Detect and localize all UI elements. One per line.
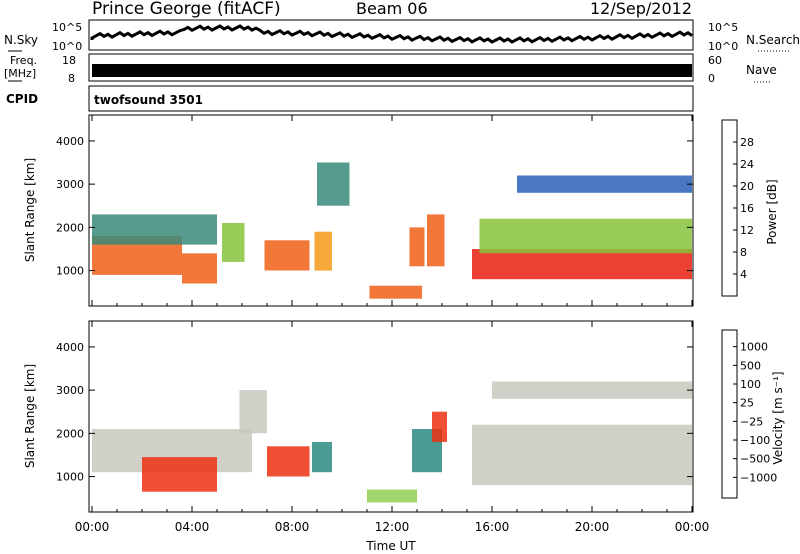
velocity-ylabel: Slant Range [km]	[23, 364, 37, 468]
power-data-layer	[92, 162, 692, 299]
power-ylabel: Slant Range [km]	[23, 158, 37, 262]
y-tick-label: 4000	[56, 341, 84, 354]
nsky-label: N.Sky	[4, 33, 38, 47]
data-region	[517, 175, 692, 193]
colorbar-tick-label: 12	[740, 224, 754, 237]
y-tick-label: 2000	[56, 427, 84, 440]
x-tick-label: 16:00	[475, 520, 510, 534]
colorbar-tick-label: 20	[740, 180, 754, 193]
cpid-label: CPID	[6, 92, 38, 106]
nsky-line	[90, 24, 693, 44]
freq-tick-lo: 8	[68, 72, 75, 85]
nsky-tick-lo: 10^0	[52, 40, 82, 53]
x-tick-label: 04:00	[175, 520, 210, 534]
data-region	[92, 214, 217, 245]
colorbar-tick-label: −100	[740, 434, 770, 447]
nave-tick-lo: 0	[708, 72, 715, 85]
colorbar-frame	[721, 329, 738, 499]
data-region	[472, 249, 692, 280]
data-region	[367, 489, 417, 503]
colorbar-tick-label: 500	[740, 359, 761, 372]
data-region	[409, 227, 425, 267]
colorbar-tick-label: 8	[740, 246, 747, 259]
x-tick-label: 12:00	[375, 520, 410, 534]
freq-label: Freq.	[10, 54, 37, 67]
data-region	[182, 253, 217, 284]
colorbar-tick-label: 28	[740, 136, 754, 149]
y-tick-label: 3000	[56, 178, 84, 191]
y-tick-label: 3000	[56, 384, 84, 397]
nsky-trace	[90, 24, 693, 44]
data-region	[312, 442, 332, 473]
colorbar-tick-label: 100	[740, 378, 761, 391]
y-tick-label: 4000	[56, 135, 84, 148]
data-region	[222, 223, 245, 262]
nsky-strip-frame	[88, 19, 694, 51]
velocity-panel-frame	[88, 320, 694, 513]
date-title: 12/Sep/2012	[590, 0, 692, 18]
nsearch-tick-lo: 10^0	[708, 40, 738, 53]
nsearch-label: N.Search	[746, 33, 800, 47]
colorbar-tick-label: 25	[740, 397, 754, 410]
colorbar-tick-label: 24	[740, 158, 754, 171]
data-region	[264, 240, 310, 271]
y-tick-label: 1000	[56, 265, 84, 278]
data-region	[369, 285, 422, 299]
power-colorbar-label: Power [dB]	[765, 179, 779, 244]
x-tick-label: 08:00	[275, 520, 310, 534]
data-region	[427, 214, 445, 267]
velocity-colorbar: 1000 500 100 25 −25 −100 −500 −1000	[721, 329, 777, 499]
data-region	[142, 457, 217, 492]
nsky-tick-hi: 10^5	[52, 21, 82, 34]
power-axes: 1000 2000 3000 4000	[56, 115, 693, 306]
freq-strip-frame	[88, 53, 694, 82]
power-panel-frame	[88, 114, 694, 307]
velocity-colorbar-label: Velocity [m s⁻¹]	[771, 371, 785, 464]
freq-unit: [MHz]	[4, 67, 36, 80]
velocity-data-layer	[92, 381, 692, 503]
power-colorbar: 4 8 12 16 20 24 28	[721, 119, 754, 297]
x-tick-label: 00:00	[75, 520, 110, 534]
nave-tick-hi: 60	[708, 54, 722, 67]
station-title: Prince George (fitACF)	[92, 0, 281, 19]
x-axis-label: Time UT	[365, 539, 416, 553]
x-tick-label: 20:00	[575, 520, 610, 534]
nsearch-tick-hi: 10^5	[708, 21, 738, 34]
colorbar-tick-label: −1000	[740, 471, 777, 484]
cpid-strip-frame	[88, 85, 694, 112]
colorbar-tick-label: 4	[740, 268, 747, 281]
data-region	[432, 411, 447, 442]
data-region	[472, 424, 692, 486]
y-tick-label: 2000	[56, 221, 84, 234]
data-region	[314, 231, 332, 271]
colorbar-tick-label: −25	[740, 415, 763, 428]
freq-tick-hi: 18	[62, 54, 76, 67]
freq-trace	[92, 64, 692, 77]
nave-label: Nave	[746, 63, 777, 77]
data-region	[492, 381, 692, 399]
data-region	[239, 390, 267, 434]
data-region	[267, 446, 310, 477]
data-region	[317, 162, 350, 206]
colorbar-tick-label: 16	[740, 202, 754, 215]
y-tick-label: 1000	[56, 471, 84, 484]
x-tick-label: 00:00	[675, 520, 710, 534]
beam-title: Beam 06	[356, 0, 428, 18]
colorbar-tick-label: −500	[740, 453, 770, 466]
colorbar-tick-label: 1000	[740, 341, 768, 354]
velocity-axes: 1000 2000 3000 4000 00:00 04:00 08:00 12:00 16:0…	[56, 321, 709, 534]
data-region	[479, 218, 692, 254]
cpid-value: twofsound 3501	[94, 93, 203, 107]
